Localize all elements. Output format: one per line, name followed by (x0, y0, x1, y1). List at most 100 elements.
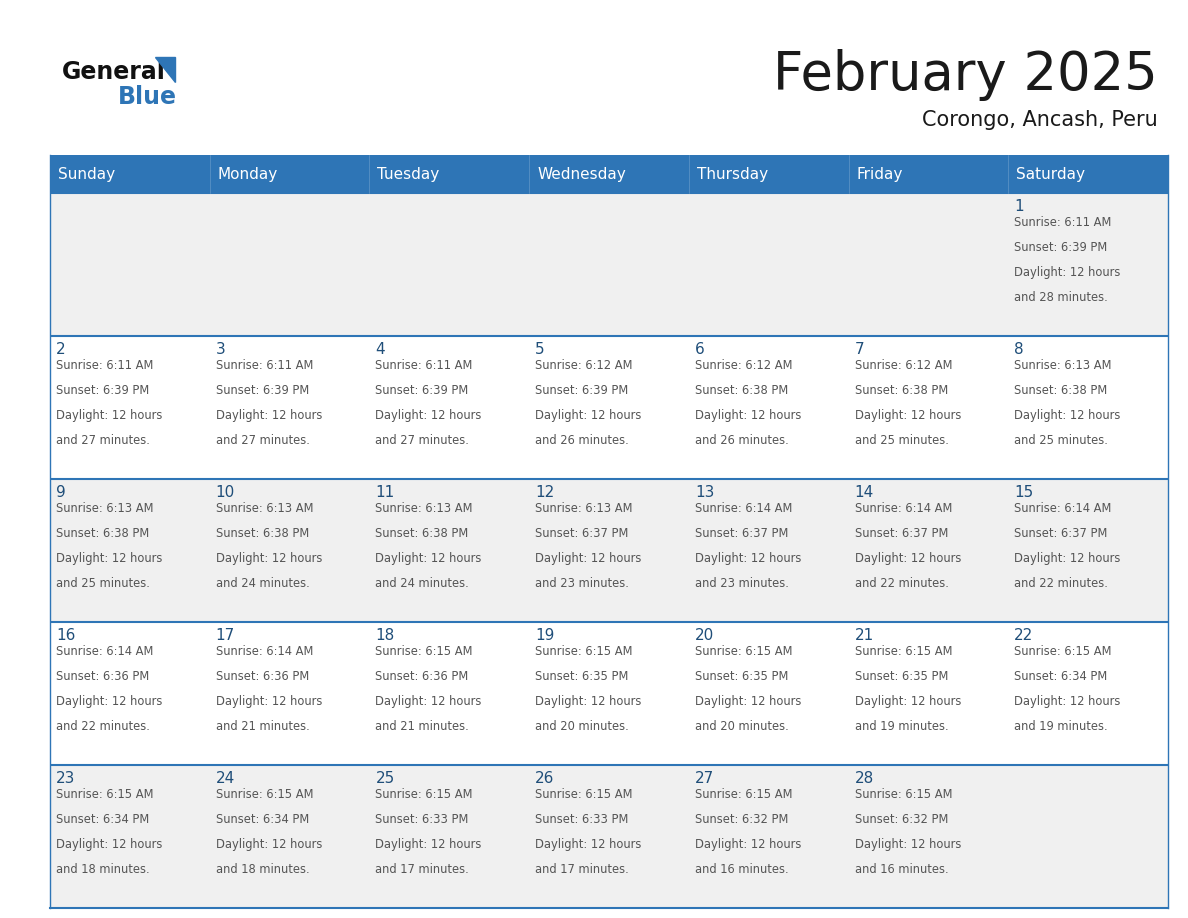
Text: Sunset: 6:34 PM: Sunset: 6:34 PM (56, 813, 150, 826)
Bar (1009, 193, 1168, 336)
Text: Sunrise: 6:15 AM: Sunrise: 6:15 AM (375, 788, 473, 801)
Text: Sunrise: 6:15 AM: Sunrise: 6:15 AM (216, 788, 314, 801)
Text: 15: 15 (1015, 485, 1034, 500)
Text: 21: 21 (854, 628, 874, 643)
Text: Sunset: 6:38 PM: Sunset: 6:38 PM (695, 384, 788, 397)
Text: 4: 4 (375, 342, 385, 357)
Text: Sunset: 6:38 PM: Sunset: 6:38 PM (854, 384, 948, 397)
Text: Sunset: 6:36 PM: Sunset: 6:36 PM (375, 670, 469, 683)
Text: Daylight: 12 hours: Daylight: 12 hours (695, 695, 801, 708)
Text: Daylight: 12 hours: Daylight: 12 hours (375, 552, 482, 565)
Bar (369, 193, 529, 336)
Text: Sunset: 6:34 PM: Sunset: 6:34 PM (1015, 670, 1107, 683)
Text: Sunrise: 6:11 AM: Sunrise: 6:11 AM (216, 359, 314, 372)
Bar (848, 336, 1009, 479)
Text: Sunrise: 6:15 AM: Sunrise: 6:15 AM (695, 645, 792, 658)
Bar (210, 155, 369, 193)
Bar (848, 193, 1009, 336)
Text: Sunrise: 6:13 AM: Sunrise: 6:13 AM (375, 502, 473, 515)
Text: Daylight: 12 hours: Daylight: 12 hours (56, 838, 163, 851)
Text: 23: 23 (56, 771, 75, 786)
Text: and 17 minutes.: and 17 minutes. (375, 863, 469, 876)
Text: and 16 minutes.: and 16 minutes. (695, 863, 789, 876)
Polygon shape (154, 57, 175, 82)
Bar (210, 765, 369, 908)
Text: Daylight: 12 hours: Daylight: 12 hours (695, 552, 801, 565)
Text: Sunday: Sunday (58, 166, 115, 182)
Text: and 25 minutes.: and 25 minutes. (56, 577, 150, 590)
Text: 22: 22 (1015, 628, 1034, 643)
Text: 5: 5 (535, 342, 545, 357)
Bar (529, 479, 689, 622)
Text: and 21 minutes.: and 21 minutes. (216, 720, 309, 733)
Text: Daylight: 12 hours: Daylight: 12 hours (695, 838, 801, 851)
Text: Sunset: 6:37 PM: Sunset: 6:37 PM (695, 527, 788, 540)
Text: Daylight: 12 hours: Daylight: 12 hours (854, 409, 961, 422)
Text: Sunrise: 6:13 AM: Sunrise: 6:13 AM (56, 502, 153, 515)
Text: Daylight: 12 hours: Daylight: 12 hours (1015, 695, 1120, 708)
Bar (210, 622, 369, 765)
Text: Daylight: 12 hours: Daylight: 12 hours (1015, 552, 1120, 565)
Text: Daylight: 12 hours: Daylight: 12 hours (375, 838, 482, 851)
Text: Daylight: 12 hours: Daylight: 12 hours (854, 695, 961, 708)
Text: and 16 minutes.: and 16 minutes. (854, 863, 948, 876)
Bar (529, 622, 689, 765)
Text: 10: 10 (216, 485, 235, 500)
Text: 25: 25 (375, 771, 394, 786)
Text: and 20 minutes.: and 20 minutes. (695, 720, 789, 733)
Text: and 19 minutes.: and 19 minutes. (854, 720, 948, 733)
Bar (50, 193, 210, 336)
Text: Daylight: 12 hours: Daylight: 12 hours (535, 552, 642, 565)
Bar (369, 336, 529, 479)
Text: Wednesday: Wednesday (537, 166, 626, 182)
Text: Sunrise: 6:13 AM: Sunrise: 6:13 AM (535, 502, 633, 515)
Text: 3: 3 (216, 342, 226, 357)
Text: Sunrise: 6:11 AM: Sunrise: 6:11 AM (1015, 216, 1112, 229)
Text: Sunset: 6:37 PM: Sunset: 6:37 PM (1015, 527, 1107, 540)
Bar (689, 155, 848, 193)
Text: Daylight: 12 hours: Daylight: 12 hours (1015, 266, 1120, 279)
Bar (1009, 765, 1168, 908)
Text: and 19 minutes.: and 19 minutes. (1015, 720, 1108, 733)
Bar (1009, 622, 1168, 765)
Text: Daylight: 12 hours: Daylight: 12 hours (535, 838, 642, 851)
Bar (529, 193, 689, 336)
Text: 2: 2 (56, 342, 65, 357)
Bar (50, 336, 210, 479)
Bar (210, 479, 369, 622)
Text: Sunset: 6:39 PM: Sunset: 6:39 PM (535, 384, 628, 397)
Text: Corongo, Ancash, Peru: Corongo, Ancash, Peru (922, 110, 1158, 130)
Text: Sunset: 6:32 PM: Sunset: 6:32 PM (695, 813, 788, 826)
Text: and 20 minutes.: and 20 minutes. (535, 720, 628, 733)
Text: Sunrise: 6:15 AM: Sunrise: 6:15 AM (535, 645, 633, 658)
Text: and 24 minutes.: and 24 minutes. (216, 577, 309, 590)
Text: Friday: Friday (857, 166, 903, 182)
Text: 13: 13 (695, 485, 714, 500)
Text: and 17 minutes.: and 17 minutes. (535, 863, 628, 876)
Text: Daylight: 12 hours: Daylight: 12 hours (535, 409, 642, 422)
Text: Daylight: 12 hours: Daylight: 12 hours (854, 552, 961, 565)
Text: 7: 7 (854, 342, 864, 357)
Text: Sunrise: 6:15 AM: Sunrise: 6:15 AM (1015, 645, 1112, 658)
Text: 17: 17 (216, 628, 235, 643)
Text: Daylight: 12 hours: Daylight: 12 hours (375, 695, 482, 708)
Text: Sunrise: 6:14 AM: Sunrise: 6:14 AM (854, 502, 952, 515)
Text: 28: 28 (854, 771, 874, 786)
Text: 27: 27 (695, 771, 714, 786)
Bar (369, 765, 529, 908)
Text: Daylight: 12 hours: Daylight: 12 hours (216, 838, 322, 851)
Text: Sunset: 6:34 PM: Sunset: 6:34 PM (216, 813, 309, 826)
Text: 19: 19 (535, 628, 555, 643)
Text: and 22 minutes.: and 22 minutes. (1015, 577, 1108, 590)
Text: Daylight: 12 hours: Daylight: 12 hours (854, 838, 961, 851)
Text: Sunset: 6:33 PM: Sunset: 6:33 PM (375, 813, 469, 826)
Bar (848, 155, 1009, 193)
Text: Daylight: 12 hours: Daylight: 12 hours (216, 409, 322, 422)
Text: Tuesday: Tuesday (378, 166, 440, 182)
Bar (50, 622, 210, 765)
Text: and 18 minutes.: and 18 minutes. (56, 863, 150, 876)
Text: and 24 minutes.: and 24 minutes. (375, 577, 469, 590)
Text: Sunset: 6:37 PM: Sunset: 6:37 PM (854, 527, 948, 540)
Bar (50, 155, 210, 193)
Text: Sunrise: 6:15 AM: Sunrise: 6:15 AM (854, 645, 952, 658)
